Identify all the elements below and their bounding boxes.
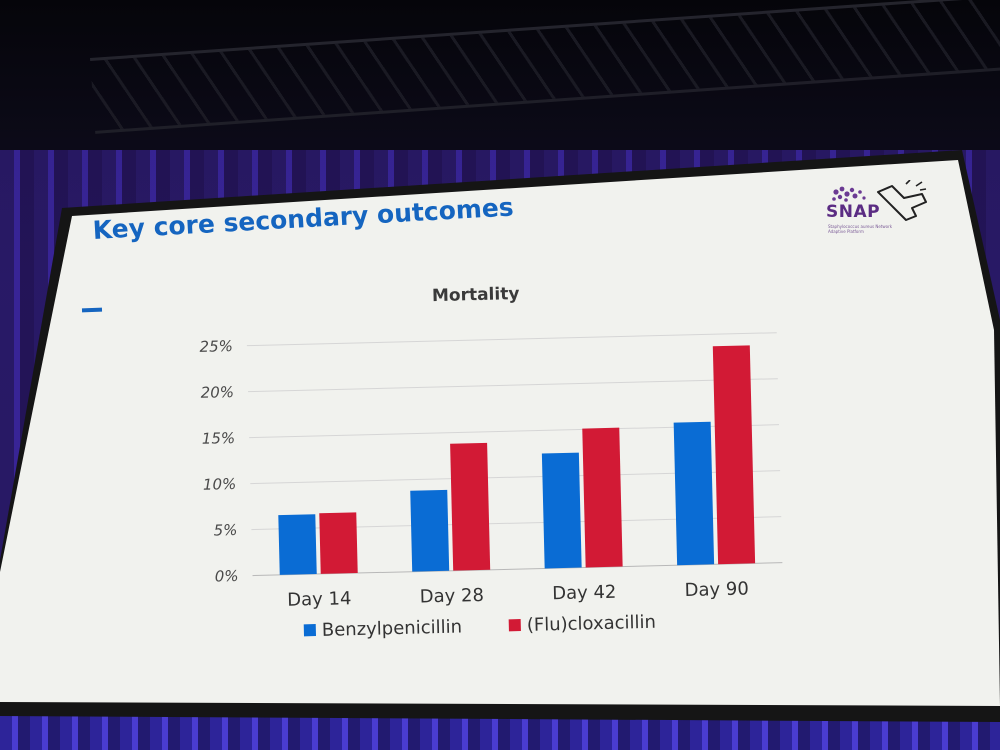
legend: Benzylpenicillin (Flu)cloxacillin xyxy=(303,612,657,641)
x-tick-label: Day 42 xyxy=(552,582,617,605)
x-axis-labels: Day 14 Day 28 Day 42 Day 90 xyxy=(287,578,749,610)
bar-flucloxacillin xyxy=(712,345,756,565)
y-tick-label: 20% xyxy=(200,383,234,402)
y-tick-label: 10% xyxy=(203,475,237,494)
bar-benzylpenicillin xyxy=(541,452,582,569)
y-tick-label: 0% xyxy=(215,567,239,586)
bar-benzylpenicillin xyxy=(410,489,450,572)
bar-benzylpenicillin xyxy=(278,514,317,575)
legend-swatch xyxy=(303,624,317,637)
gridline xyxy=(246,332,777,347)
x-tick-label: Day 90 xyxy=(684,578,749,601)
y-tick-label: 15% xyxy=(202,429,236,448)
snap-logo-graphic xyxy=(832,179,927,221)
bar-flucloxacillin xyxy=(319,512,358,574)
legend-swatch xyxy=(508,619,521,632)
y-tick-label: 25% xyxy=(199,337,233,356)
bars xyxy=(278,345,756,575)
y-axis-labels: 0% 5% 10% 15% 20% 25% xyxy=(199,337,238,586)
snap-logo: SNAP Staphylococcus aureus Network Adapt… xyxy=(826,179,936,238)
logo-text: SNAP xyxy=(826,202,881,222)
legend-label: (Flu)cloxacillin xyxy=(527,612,657,636)
gridline xyxy=(248,378,778,393)
bar-flucloxacillin xyxy=(582,427,623,568)
legend-label: Benzylpenicillin xyxy=(322,616,463,640)
bar-flucloxacillin xyxy=(450,442,491,571)
logo-subtitle: Staphylococcus aureus Network Adaptive P… xyxy=(828,224,893,234)
bar-benzylpenicillin xyxy=(673,421,715,566)
chart-title: Mortality xyxy=(432,284,520,306)
x-tick-label: Day 14 xyxy=(287,588,352,611)
y-tick-label: 5% xyxy=(213,521,237,540)
x-tick-label: Day 28 xyxy=(419,585,484,608)
